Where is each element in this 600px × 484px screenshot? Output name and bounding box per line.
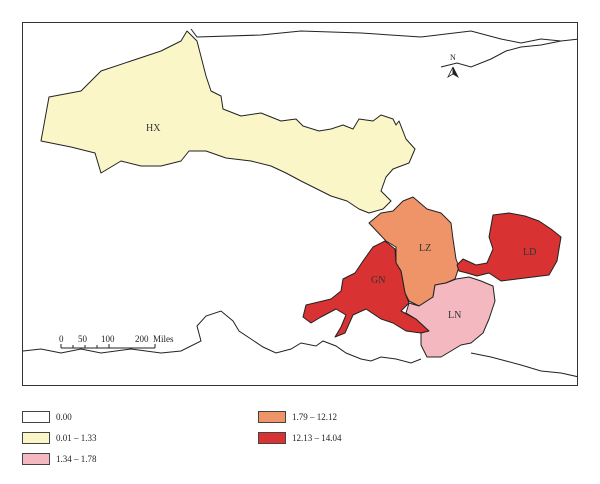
region-hx[interactable]: [40, 30, 416, 214]
legend-swatch: [258, 432, 286, 444]
legend-label: 12.13 – 14.04: [292, 433, 342, 443]
region-ln[interactable]: [405, 276, 496, 358]
legend-label: 1.34 – 1.78: [56, 454, 97, 464]
scale-tick-50: 50: [78, 334, 88, 344]
north-arrow-icon: [447, 66, 459, 79]
legend-item: 12.13 – 14.04: [258, 431, 342, 445]
region-label-lz: LZ: [419, 243, 431, 254]
map-canvas: HX LZ GN LD LN N 0 50 100 200 Miles: [23, 28, 577, 378]
legend-swatch: [22, 453, 50, 465]
region-ld[interactable]: [456, 212, 562, 282]
legend-swatch: [22, 411, 50, 423]
scale-tick-200: 200: [135, 334, 149, 344]
scale-bar: [60, 344, 156, 349]
legend-label: 0.00: [56, 412, 72, 422]
scale-tick-0: 0: [59, 334, 64, 344]
region-label-hx: HX: [146, 123, 161, 134]
legend-item: 0.00: [22, 410, 72, 424]
region-label-gn: GN: [371, 275, 385, 286]
national-border-north: [190, 28, 577, 44]
scale-tick-100: 100: [101, 334, 115, 344]
scale-unit: Miles: [153, 334, 174, 344]
legend-label: 0.01 – 1.33: [56, 433, 97, 443]
legend-swatch: [22, 432, 50, 444]
national-border-southeast: [470, 352, 577, 378]
region-label-ld: LD: [523, 247, 536, 258]
national-border-north-2: [440, 40, 562, 68]
north-label: N: [450, 53, 456, 62]
region-label-ln: LN: [448, 310, 461, 321]
legend-label: 1.79 – 12.12: [292, 412, 337, 422]
map-frame: HX LZ GN LD LN N 0 50 100 200 Miles: [22, 22, 578, 386]
national-border-south: [23, 310, 422, 364]
legend-swatch: [258, 411, 286, 423]
legend-item: 1.34 – 1.78: [22, 452, 97, 466]
legend-item: 0.01 – 1.33: [22, 431, 97, 445]
legend-item: 1.79 – 12.12: [258, 410, 337, 424]
region-gn[interactable]: [302, 240, 430, 338]
